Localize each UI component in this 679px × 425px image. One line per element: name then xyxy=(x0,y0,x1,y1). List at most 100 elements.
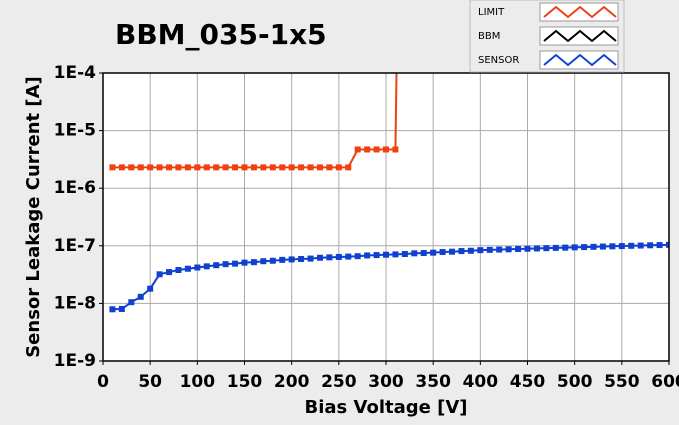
y-tick-label: 1E-8 xyxy=(54,293,96,313)
data-point xyxy=(618,243,625,250)
data-point xyxy=(354,253,361,260)
data-point xyxy=(449,248,456,255)
chart-title: BBM_035-1x5 xyxy=(115,18,327,51)
x-tick-label: 200 xyxy=(274,372,310,392)
data-point xyxy=(373,252,380,259)
data-point xyxy=(222,261,229,268)
data-point xyxy=(326,254,333,261)
x-tick-label: 150 xyxy=(227,372,263,392)
data-point xyxy=(345,253,352,260)
x-tick-label: 250 xyxy=(321,372,357,392)
data-point xyxy=(156,164,163,171)
y-axis-label: Sensor Leakage Current [A] xyxy=(23,76,44,358)
data-point xyxy=(241,259,248,266)
data-point xyxy=(109,164,116,171)
legend-swatch-box xyxy=(539,2,619,22)
data-point xyxy=(326,164,333,171)
data-point xyxy=(288,164,295,171)
data-point xyxy=(298,255,305,262)
y-tick-label: 1E-5 xyxy=(54,121,96,141)
x-tick-label: 500 xyxy=(557,372,593,392)
legend-label: LIMIT xyxy=(478,7,505,18)
data-point xyxy=(354,146,361,153)
x-tick-label: 50 xyxy=(138,372,162,392)
data-point xyxy=(543,245,550,252)
data-point xyxy=(250,259,257,266)
data-point xyxy=(590,243,597,250)
data-point xyxy=(599,243,606,250)
data-point xyxy=(232,260,239,267)
data-point xyxy=(137,293,144,300)
data-point xyxy=(335,253,342,260)
data-point xyxy=(533,245,540,252)
x-tick-label: 300 xyxy=(368,372,404,392)
data-point xyxy=(496,246,503,253)
data-point xyxy=(467,247,474,254)
data-point xyxy=(279,164,286,171)
data-point xyxy=(335,164,342,171)
data-point xyxy=(194,164,201,171)
data-point xyxy=(666,241,669,248)
data-point xyxy=(373,146,380,153)
data-point xyxy=(175,267,182,274)
legend-swatch xyxy=(543,53,617,67)
x-axis-label: Bias Voltage [V] xyxy=(305,397,468,418)
data-point xyxy=(656,242,663,249)
data-point xyxy=(213,164,220,171)
data-point xyxy=(184,265,191,272)
legend-swatch-box xyxy=(539,50,619,70)
data-point xyxy=(505,246,512,253)
data-point xyxy=(269,257,276,264)
data-point xyxy=(383,251,389,258)
data-point xyxy=(298,164,305,171)
data-point xyxy=(222,164,229,171)
data-point xyxy=(420,249,427,256)
y-tick-label: 1E-4 xyxy=(54,63,96,83)
data-point xyxy=(307,255,314,262)
x-tick-label: 550 xyxy=(604,372,640,392)
x-tick-label: 450 xyxy=(510,372,546,392)
data-point xyxy=(203,263,210,270)
data-point xyxy=(147,164,154,171)
data-point xyxy=(637,242,644,249)
data-point xyxy=(345,164,352,171)
x-tick-label: 400 xyxy=(463,372,499,392)
data-point xyxy=(166,164,173,171)
data-point xyxy=(166,269,173,276)
data-point xyxy=(213,262,220,269)
data-point xyxy=(394,12,400,18)
data-point xyxy=(118,305,125,312)
data-point xyxy=(401,251,408,258)
data-point xyxy=(147,285,154,292)
data-point xyxy=(364,146,371,153)
data-point xyxy=(260,258,267,265)
data-point xyxy=(430,249,437,256)
data-point xyxy=(392,146,399,153)
data-point xyxy=(571,244,578,251)
data-point xyxy=(515,245,522,252)
legend-swatch xyxy=(543,5,617,19)
data-point xyxy=(109,306,116,313)
data-point xyxy=(269,164,276,171)
data-point xyxy=(562,244,569,251)
data-point xyxy=(392,251,399,258)
data-point xyxy=(316,164,323,171)
data-point xyxy=(581,244,588,251)
data-point xyxy=(458,248,465,255)
data-point xyxy=(609,243,616,250)
x-tick-label: 0 xyxy=(97,372,109,392)
data-point xyxy=(250,164,257,171)
data-point xyxy=(194,264,201,271)
data-point xyxy=(628,242,635,249)
legend-label: BBM xyxy=(478,31,500,42)
data-point xyxy=(156,271,163,278)
x-tick-label: 600 xyxy=(651,372,679,392)
data-point xyxy=(486,246,493,253)
data-point xyxy=(279,256,286,263)
data-point xyxy=(232,164,239,171)
data-point xyxy=(175,164,182,171)
data-point xyxy=(477,247,484,254)
data-point xyxy=(241,164,248,171)
